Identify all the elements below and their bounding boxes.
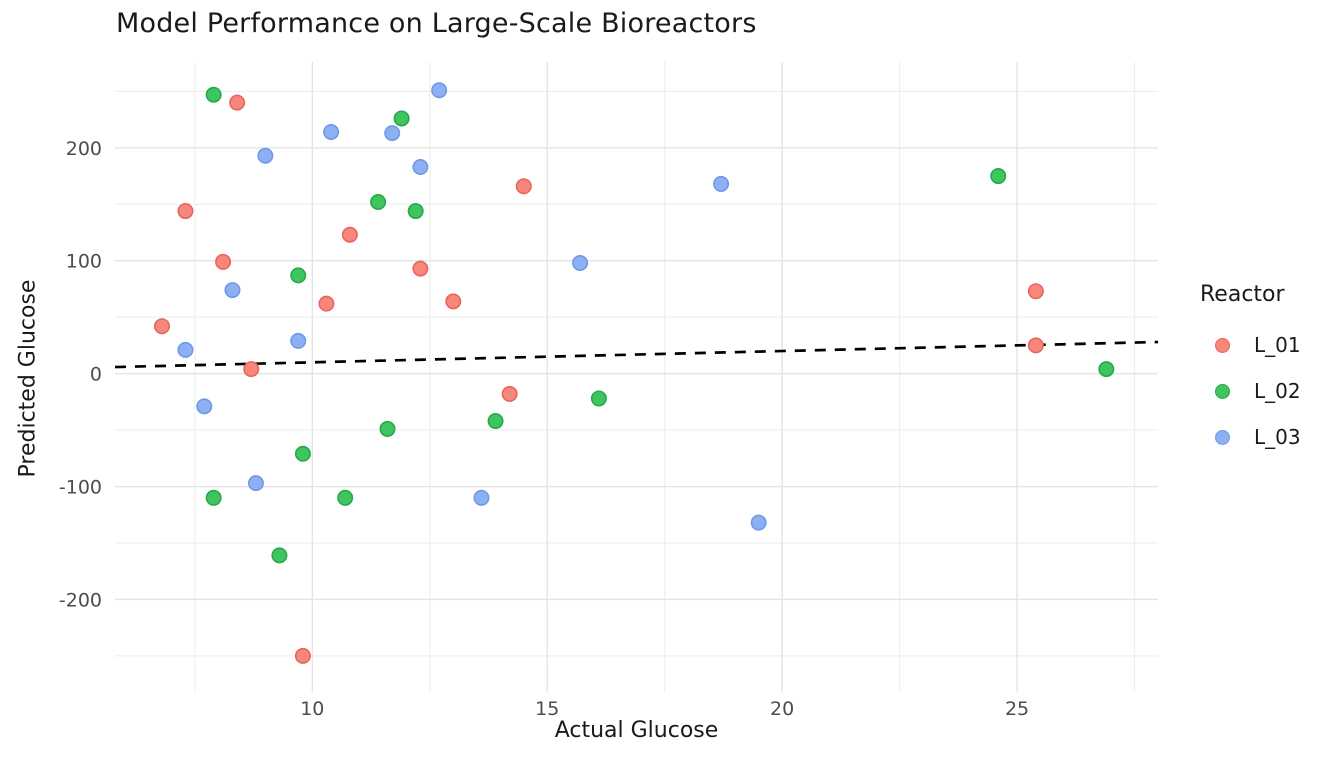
legend-item-L_02: L_02: [1198, 377, 1344, 405]
data-point-L_03: [323, 124, 340, 141]
data-point-L_02: [294, 445, 311, 462]
data-point-L_01: [153, 318, 170, 335]
data-point-L_01: [412, 260, 429, 277]
data-point-L_01: [318, 295, 335, 312]
data-point-L_02: [990, 168, 1007, 185]
chart-title: Model Performance on Large-Scale Bioreac…: [116, 8, 757, 39]
data-point-L_03: [713, 175, 730, 192]
data-point-L_03: [290, 332, 307, 349]
data-point-L_03: [572, 254, 589, 271]
data-point-L_01: [515, 178, 532, 195]
data-point-L_02: [370, 194, 387, 211]
data-point-L_03: [257, 147, 274, 164]
legend-label: L_01: [1254, 333, 1301, 357]
y-tick-label: -200: [59, 589, 102, 611]
legend-item-L_01: L_01: [1198, 331, 1344, 359]
data-point-L_03: [224, 282, 241, 299]
data-point-L_01: [1027, 337, 1044, 354]
data-point-L_02: [337, 489, 354, 506]
legend-swatch-icon: [1215, 429, 1230, 445]
legend-label: L_03: [1254, 425, 1301, 449]
data-point-L_02: [290, 267, 307, 284]
y-tick-label: 200: [66, 138, 102, 160]
data-point-L_02: [590, 390, 607, 407]
identity-line: [114, 340, 1159, 369]
legend-swatch-icon: [1215, 383, 1230, 399]
data-point-L_03: [384, 125, 401, 142]
data-point-L_02: [407, 203, 424, 220]
data-point-L_01: [229, 94, 246, 111]
data-point-L_02: [393, 110, 410, 127]
data-point-L_03: [473, 489, 490, 506]
data-point-L_01: [294, 647, 311, 664]
data-point-L_03: [750, 514, 767, 531]
data-point-L_01: [177, 203, 194, 220]
legend-swatch-icon: [1215, 337, 1230, 353]
legend-item-L_03: L_03: [1198, 423, 1344, 451]
x-tick-label: 15: [535, 698, 559, 720]
y-tick-label: -100: [59, 477, 102, 499]
data-point-L_02: [205, 86, 222, 103]
data-point-L_02: [379, 420, 396, 437]
data-point-L_02: [1098, 361, 1115, 378]
data-point-L_03: [196, 398, 213, 415]
x-tick-label: 25: [1005, 698, 1029, 720]
x-axis-title: Actual Glucose: [554, 718, 719, 743]
x-tick-label: 10: [300, 698, 324, 720]
data-point-L_03: [431, 82, 448, 99]
data-point-L_03: [177, 341, 194, 358]
data-point-L_01: [445, 293, 462, 310]
data-point-L_01: [341, 226, 358, 243]
data-point-L_02: [487, 413, 504, 430]
data-point-L_01: [501, 385, 518, 402]
data-point-L_01: [243, 361, 260, 378]
data-point-L_02: [205, 489, 222, 506]
x-tick-label: 20: [770, 698, 794, 720]
data-point-L_01: [215, 253, 232, 270]
data-point-L_02: [271, 547, 288, 564]
y-tick-label: 100: [66, 251, 102, 273]
data-point-L_03: [247, 475, 264, 492]
legend-title: Reactor: [1200, 282, 1285, 307]
y-tick-label: 0: [90, 364, 102, 386]
legend-label: L_02: [1254, 379, 1301, 403]
y-axis-title: Predicted Glucose: [15, 279, 41, 478]
data-point-L_01: [1027, 283, 1044, 300]
legend: Reactor L_01 L_02 L_03: [1198, 282, 1344, 469]
data-point-L_03: [412, 159, 429, 176]
